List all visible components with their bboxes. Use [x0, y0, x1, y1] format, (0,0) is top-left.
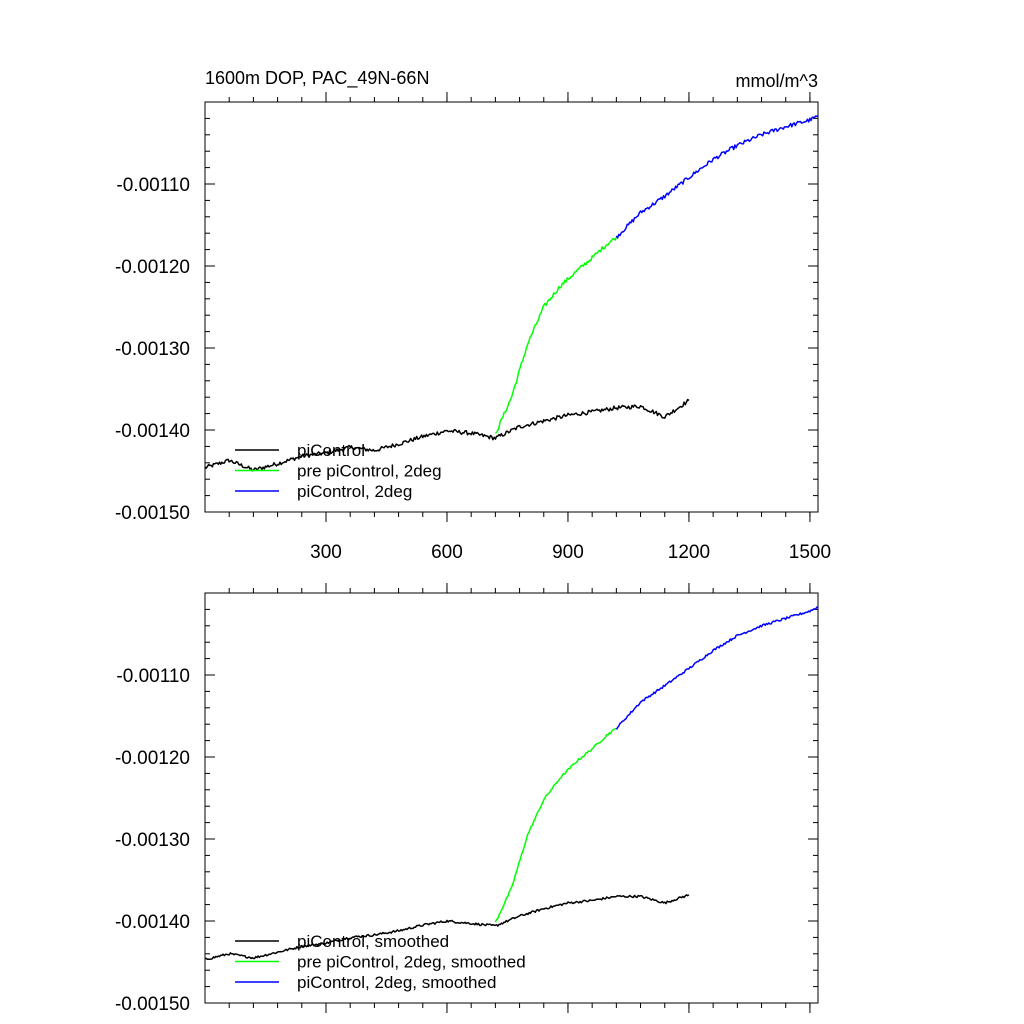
y-tick-label: -0.00140: [115, 421, 190, 442]
bottom-panel-legend: piControl, smoothed pre piControl, 2deg, …: [235, 932, 526, 992]
legend-label: piControl, 2deg, smoothed: [297, 973, 496, 992]
series-line-1: [495, 237, 618, 434]
plot-frame: [204, 592, 819, 1004]
y-tick-label: -0.00130: [115, 830, 190, 851]
units-label: mmol/m^3: [736, 71, 818, 91]
x-tick-label: 900: [552, 542, 584, 563]
x-tick-label: 1200: [668, 542, 710, 563]
bottom-panel-ticks: -0.00150 -0.00140 -0.00130 -0.00120 -0.00110: [115, 583, 818, 1015]
series-line-0: [204, 398, 690, 472]
y-tick-label: -0.00130: [115, 339, 190, 360]
legend-label: pre piControl, 2deg, smoothed: [297, 953, 526, 972]
y-tick-label: -0.00120: [115, 257, 190, 278]
series-line-2: [615, 606, 819, 730]
series-line-2: [615, 115, 819, 239]
y-tick-label: -0.00140: [115, 912, 190, 933]
plot-frame: [204, 101, 819, 513]
bottom-panel-series: [204, 606, 819, 961]
legend-label: piControl, smoothed: [297, 932, 449, 951]
chart-title: 1600m DOP, PAC_49N-66N: [205, 68, 429, 89]
y-tick-label: -0.00150: [115, 994, 190, 1015]
legend-label: pre piControl, 2deg: [297, 462, 442, 481]
x-tick-label: 300: [310, 542, 342, 563]
series-line-1: [494, 727, 617, 923]
top-panel-series: [204, 115, 819, 472]
y-tick-label: -0.00110: [116, 175, 190, 196]
legend-label: piControl: [297, 441, 365, 460]
x-tick-label: 1500: [789, 542, 831, 563]
x-tick-label: 600: [431, 542, 463, 563]
y-tick-label: -0.00120: [115, 748, 190, 769]
top-panel-ticks: -0.00150 -0.00140 -0.00130 -0.00120 -0.00110…: [115, 92, 831, 563]
bottom-panel-frame: [204, 592, 819, 1004]
legend-label: piControl, 2deg: [297, 482, 412, 501]
series-line-0: [204, 894, 690, 961]
y-tick-label: -0.00110: [116, 666, 190, 687]
top-panel-frame: [204, 101, 819, 513]
y-tick-label: -0.00150: [115, 503, 190, 524]
